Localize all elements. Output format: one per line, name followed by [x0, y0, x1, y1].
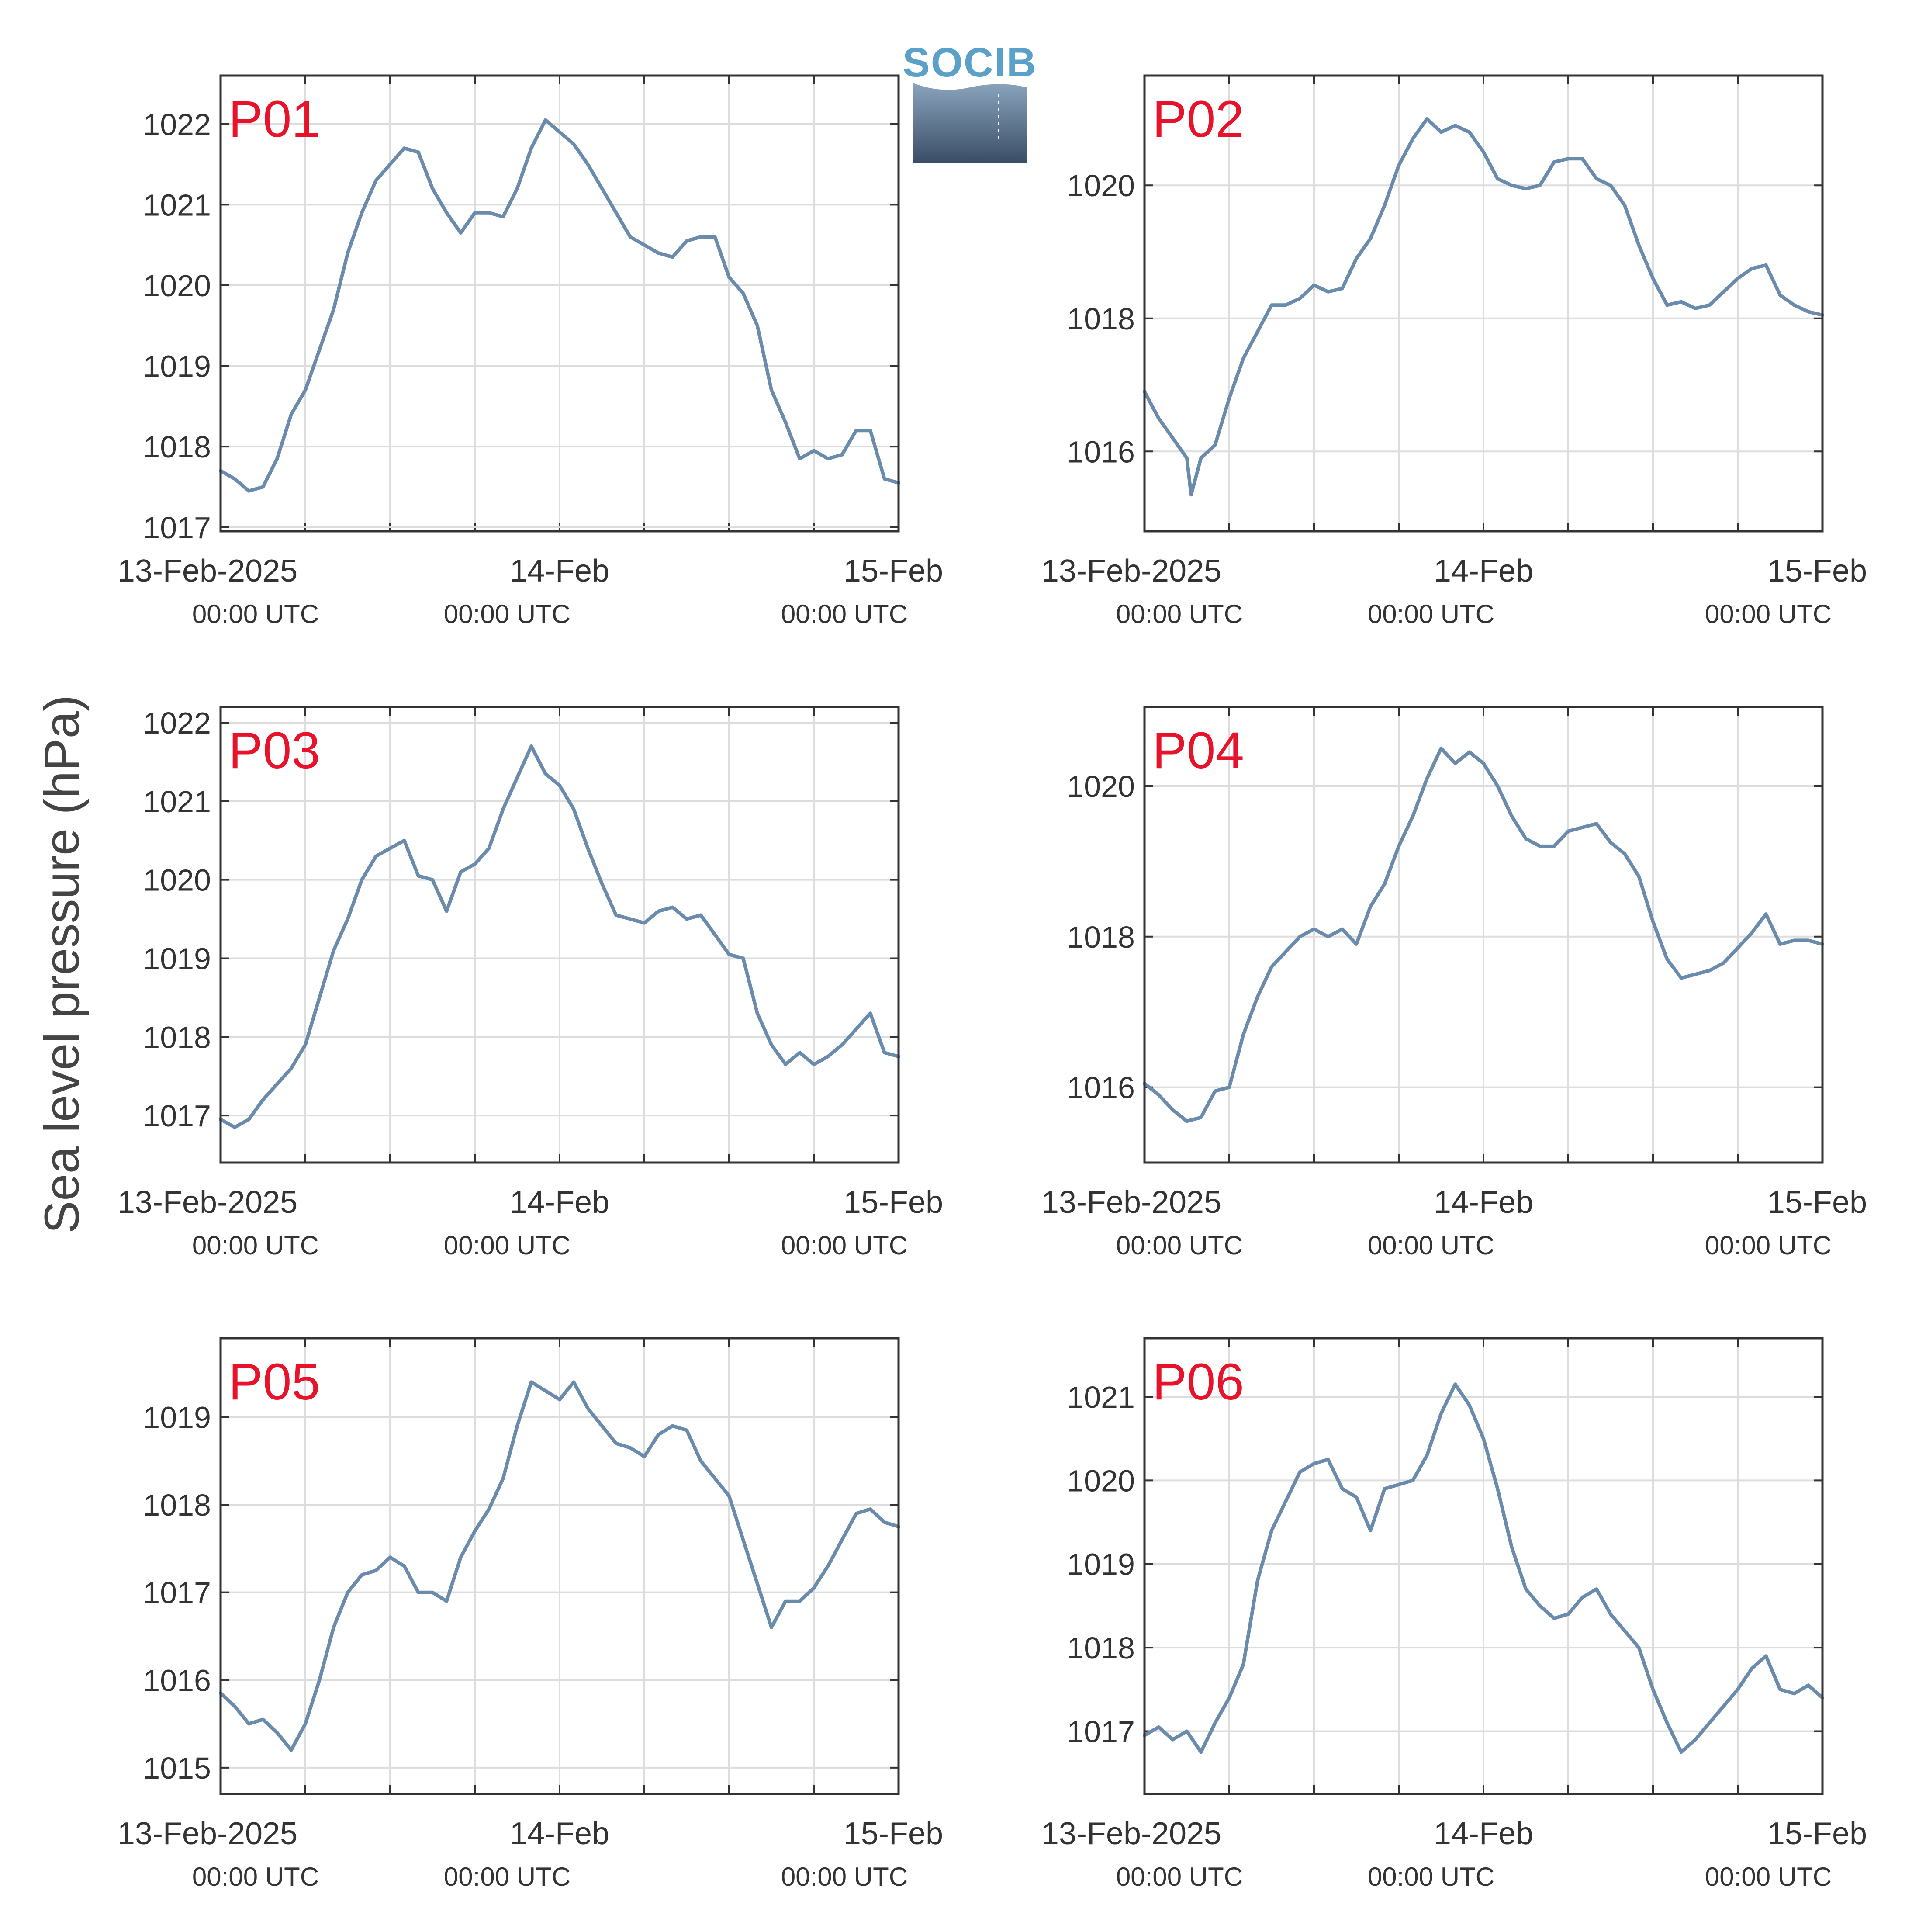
x-tick-date-label: 14-Feb	[510, 1816, 609, 1851]
pressure-series-line	[219, 118, 900, 493]
pressure-series-line	[219, 1380, 900, 1752]
y-tick-label: 1017	[1067, 1714, 1135, 1748]
plot-frame	[1143, 1337, 1824, 1795]
x-tick-time-label: 00:00 UTC	[1705, 1231, 1832, 1260]
y-tick-label: 1017	[143, 1099, 211, 1133]
chart-panel-5: 1015 1016 1017 1018 1019 P05 13-Feb-2025 00:00 …	[118, 1337, 943, 1891]
x-tick-date-label: 15-Feb	[1767, 1185, 1867, 1220]
x-tick-time-label: 00:00 UTC	[192, 1862, 319, 1891]
chart-panel-3: 1017 1018 1019 1020 1021 1022 P03 13-Feb-2025 00…	[118, 706, 943, 1260]
x-tick-time-label: 00:00 UTC	[1368, 1231, 1494, 1260]
chart-panel-6: 1017 1018 1019 1020 1021 P06 13-Feb-2025 00:00 …	[1041, 1337, 1867, 1891]
chart-panel-4: 1016 1018 1020 P04 13-Feb-2025 00:00 UTC 14-Fe…	[1041, 706, 1867, 1260]
x-tick-date-label: 14-Feb	[1434, 554, 1533, 589]
x-tick-date-label: 15-Feb	[844, 1185, 943, 1220]
x-tick-time-label: 00:00 UTC	[192, 1231, 319, 1260]
x-tick-date-label: 13-Feb-2025	[1041, 554, 1221, 589]
y-tick-label: 1018	[143, 1020, 211, 1054]
x-tick-time-label: 00:00 UTC	[192, 599, 319, 629]
socib-logo-text: SOCIB	[902, 39, 1037, 85]
plot-frame	[1143, 706, 1824, 1164]
chart-panel-1: 1017 1018 1019 1020 1021 1022 P01 13-Feb-2025 00…	[118, 74, 943, 629]
y-tick-label: 1016	[1067, 435, 1135, 469]
x-tick-date-label: 13-Feb-2025	[1041, 1816, 1221, 1851]
plot-frame	[219, 74, 900, 533]
x-tick-date-label: 13-Feb-2025	[1041, 1185, 1221, 1220]
panel-label: P02	[1152, 90, 1244, 148]
y-tick-label: 1020	[1067, 769, 1135, 803]
y-tick-label: 1022	[143, 706, 211, 740]
y-tick-label: 1018	[1067, 1631, 1135, 1665]
y-tick-label: 1022	[143, 107, 211, 142]
x-tick-date-label: 15-Feb	[1767, 554, 1867, 589]
y-tick-label: 1020	[143, 269, 211, 303]
y-axis-label: Sea level pressure (hPa)	[35, 695, 89, 1234]
x-tick-time-label: 00:00 UTC	[781, 1862, 908, 1891]
panel-label: P04	[1152, 722, 1244, 779]
panels: 1017 1018 1019 1020 1021 1022 P01 13-Feb-2025 00…	[118, 74, 1867, 1891]
pressure-series-line	[1143, 1382, 1824, 1754]
y-tick-label: 1017	[143, 511, 211, 545]
x-tick-date-label: 14-Feb	[510, 1185, 609, 1220]
socib-logo: SOCIB	[902, 39, 1037, 163]
pressure-series-line	[1143, 117, 1824, 497]
plot-frame	[219, 706, 900, 1164]
x-tick-time-label: 00:00 UTC	[1368, 599, 1494, 629]
y-tick-label: 1018	[143, 1488, 211, 1522]
y-tick-label: 1021	[143, 785, 211, 819]
pressure-series-line	[219, 744, 900, 1129]
x-tick-time-label: 00:00 UTC	[1368, 1862, 1494, 1891]
x-tick-date-label: 15-Feb	[844, 554, 943, 589]
y-tick-label: 1016	[143, 1663, 211, 1697]
y-tick-label: 1019	[143, 1401, 211, 1435]
y-tick-label: 1020	[1067, 1464, 1135, 1498]
y-tick-label: 1016	[1067, 1071, 1135, 1105]
panel-label: P06	[1152, 1353, 1244, 1411]
x-tick-time-label: 00:00 UTC	[781, 599, 908, 629]
y-tick-label: 1019	[143, 942, 211, 976]
plot-frame	[1143, 74, 1824, 533]
socib-logo-panel	[913, 83, 1027, 163]
x-tick-date-label: 14-Feb	[510, 554, 609, 589]
x-tick-time-label: 00:00 UTC	[444, 1231, 571, 1260]
x-tick-date-label: 14-Feb	[1434, 1185, 1533, 1220]
plot-frame	[219, 1337, 900, 1795]
y-tick-label: 1018	[1067, 920, 1135, 954]
x-tick-time-label: 00:00 UTC	[1705, 599, 1832, 629]
x-tick-date-label: 13-Feb-2025	[118, 1816, 297, 1851]
y-tick-label: 1015	[143, 1751, 211, 1785]
x-tick-time-label: 00:00 UTC	[1116, 1862, 1243, 1891]
y-tick-label: 1017	[143, 1576, 211, 1610]
panel-label: P01	[228, 90, 320, 148]
y-tick-label: 1018	[143, 430, 211, 464]
pressure-series-line	[1143, 746, 1824, 1123]
panel-label: P05	[228, 1353, 320, 1411]
x-tick-date-label: 14-Feb	[1434, 1816, 1533, 1851]
x-tick-time-label: 00:00 UTC	[1116, 599, 1243, 629]
y-tick-label: 1019	[1067, 1548, 1135, 1582]
chart-panel-2: 1016 1018 1020 P02 13-Feb-2025 00:00 UTC 14-Fe…	[1041, 74, 1867, 629]
y-tick-label: 1019	[143, 350, 211, 384]
x-tick-time-label: 00:00 UTC	[1705, 1862, 1832, 1891]
x-tick-date-label: 13-Feb-2025	[118, 1185, 297, 1220]
y-tick-label: 1020	[143, 863, 211, 897]
x-tick-time-label: 00:00 UTC	[1116, 1231, 1243, 1260]
x-tick-date-label: 15-Feb	[1767, 1816, 1867, 1851]
y-tick-label: 1018	[1067, 302, 1135, 336]
x-tick-time-label: 00:00 UTC	[781, 1231, 908, 1260]
panel-label: P03	[228, 722, 320, 779]
x-tick-date-label: 13-Feb-2025	[118, 554, 297, 589]
y-tick-label: 1021	[143, 188, 211, 222]
x-tick-time-label: 00:00 UTC	[444, 1862, 571, 1891]
y-tick-label: 1021	[1067, 1380, 1135, 1414]
x-tick-time-label: 00:00 UTC	[444, 599, 571, 629]
x-tick-date-label: 15-Feb	[844, 1816, 943, 1851]
y-tick-label: 1020	[1067, 169, 1135, 203]
